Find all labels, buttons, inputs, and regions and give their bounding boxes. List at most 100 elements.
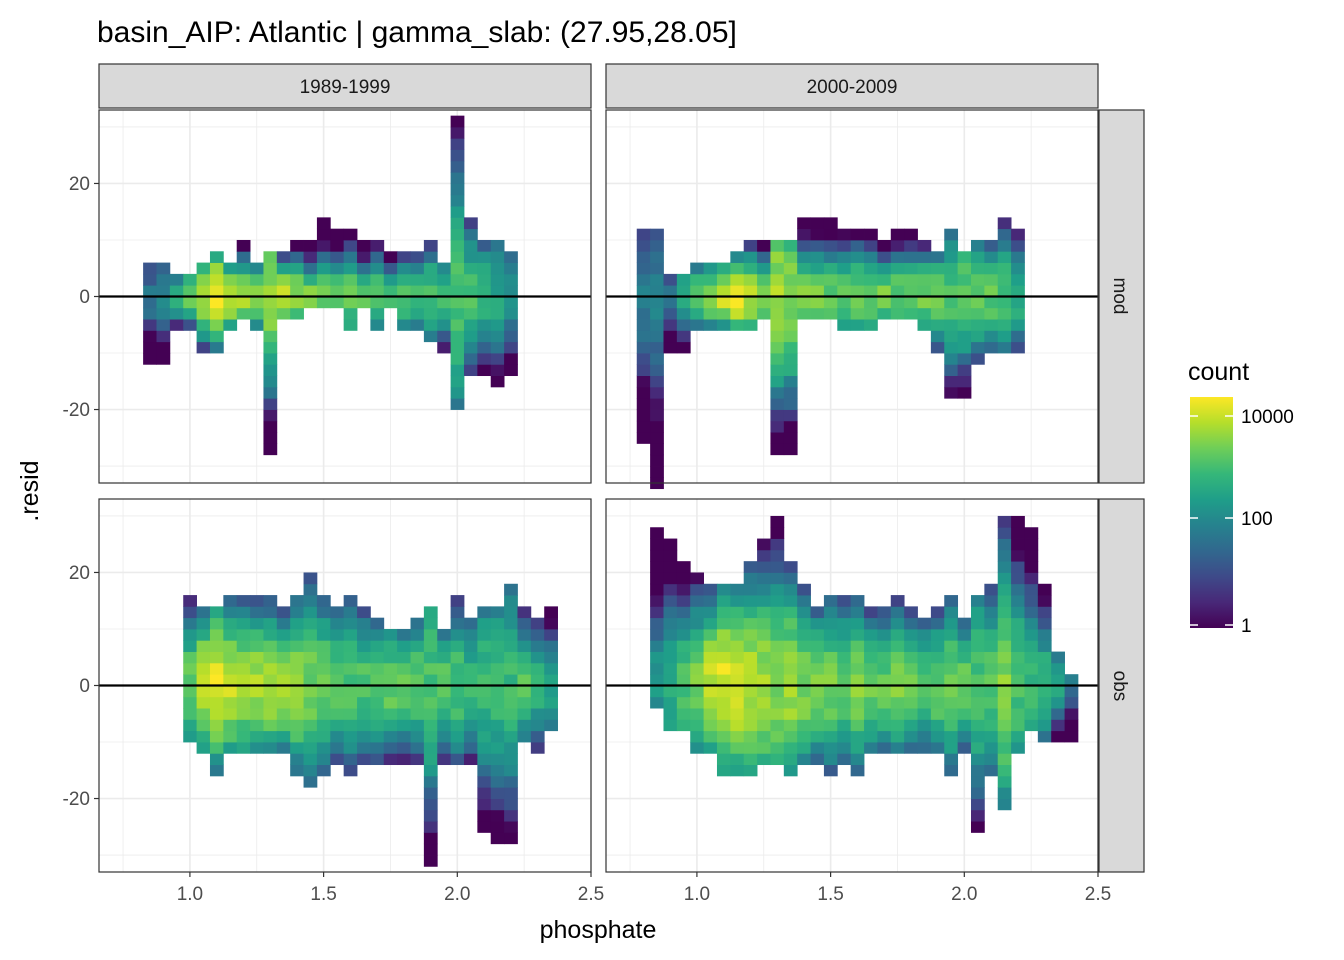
histogram-bin [770,353,785,365]
histogram-bin [423,662,438,675]
histogram-bin [650,228,664,241]
histogram-bin [650,353,664,365]
histogram-bin [370,640,385,652]
histogram-bin [423,606,438,619]
histogram-bin [504,764,518,777]
histogram-bin [797,742,811,754]
histogram-bin [544,628,558,641]
histogram-bin [209,628,224,641]
histogram-bin [410,251,425,263]
histogram-bin [917,719,932,732]
histogram-bin [783,273,798,286]
histogram-bin [263,375,278,388]
histogram-bin [944,262,959,275]
histogram-bin [397,719,411,732]
histogram-bin [970,708,985,720]
histogram-bin [690,583,704,596]
histogram-bin [263,640,278,652]
histogram-bin [864,674,878,686]
histogram-bin [757,628,771,641]
histogram-bin [957,696,972,709]
histogram-bin [276,628,291,641]
histogram-bin [636,319,651,331]
histogram-bin [209,606,224,619]
histogram-bin [997,330,1012,343]
histogram-bin [783,595,798,607]
histogram-bin [783,375,798,388]
histogram-bin [823,617,838,630]
histogram-bin [370,753,385,766]
histogram-bin [490,285,505,297]
histogram-bin [276,617,291,630]
histogram-bin [463,330,478,343]
histogram-bin [770,662,785,675]
histogram-bin [236,651,251,664]
histogram-bin [236,696,251,709]
histogram-bin [290,606,304,619]
histogram-bin [463,617,478,630]
histogram-bin [650,628,664,641]
histogram-bin [676,319,691,331]
histogram-bin [183,273,197,286]
histogram-bin [850,319,865,331]
histogram-bin [196,273,211,286]
histogram-bin [383,742,398,754]
histogram-bin [450,319,465,331]
histogram-bin [316,730,331,743]
histogram-bin [410,262,425,275]
histogram-bin [223,273,238,286]
histogram-bin [957,307,972,320]
histogram-bin [890,296,905,309]
histogram-bin [837,662,852,675]
histogram-bin [770,708,785,720]
histogram-bin [810,640,825,652]
histogram-bin [650,432,664,444]
histogram-bin [663,595,678,607]
histogram-bin [330,262,345,275]
histogram-bin [343,296,358,309]
histogram-bin [183,685,197,698]
histogram-bin [650,662,664,675]
histogram-bin [837,262,852,275]
histogram-bin [690,572,704,585]
histogram-bin [477,730,492,743]
histogram-bin [877,708,892,720]
histogram-bin [757,742,771,754]
histogram-bin [1011,549,1025,562]
histogram-bin [650,685,664,698]
histogram-bin [383,753,398,766]
histogram-bin [410,640,425,652]
histogram-bin [463,719,478,732]
histogram-bin [263,353,278,365]
histogram-bin [544,719,558,732]
histogram-bin [917,674,932,686]
histogram-bin [703,583,718,596]
histogram-bin [290,273,304,286]
histogram-bin [797,307,811,320]
histogram-bin [810,730,825,743]
histogram-bin [263,341,278,354]
histogram-bin [663,330,678,343]
histogram-bin [276,640,291,652]
histogram-bin [209,764,224,777]
histogram-bin [1064,730,1079,743]
histogram-bin [383,696,398,709]
histogram-bin [463,640,478,652]
histogram-bin [357,628,371,641]
histogram-bin [663,285,678,297]
histogram-bin [477,708,492,720]
histogram-bin [904,628,918,641]
histogram-bin [877,307,892,320]
histogram-bin [944,617,959,630]
histogram-bin [183,640,197,652]
histogram-bin [290,685,304,698]
histogram-bin [783,606,798,619]
histogram-bin [917,640,932,652]
histogram-bin [504,798,518,811]
histogram-bin [676,708,691,720]
histogram-bin [343,696,358,709]
histogram-bin [183,674,197,686]
histogram-bin [183,307,197,320]
histogram-bin [984,674,999,686]
